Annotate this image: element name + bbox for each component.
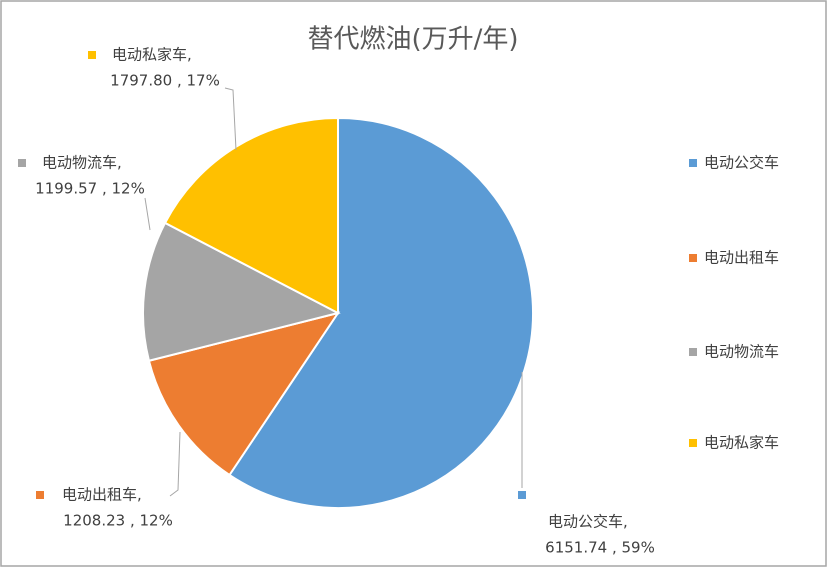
data-label-name: 电动物流车, [42,154,122,172]
legend-marker [689,348,697,356]
data-label-value: 1797.80 , 17% [110,72,220,90]
data-label-value: 6151.74 , 59% [545,539,655,557]
leader-line [224,87,237,151]
legend-marker [689,439,697,447]
pie-slice [163,116,339,315]
legend-label: 电动出租车 [704,249,779,267]
legend-marker [689,159,697,167]
legend-marker [689,254,697,262]
data-label-name: 电动公交车, [548,513,628,531]
legend-label: 电动公交车 [704,154,779,172]
data-label-name: 电动出租车, [62,486,142,504]
data-label-value: 1208.23 , 12% [63,512,173,530]
label-marker [18,159,26,167]
leader-line [144,197,151,231]
legend-label: 电动私家车 [704,434,779,452]
pie-slice [142,221,341,362]
pie-slice [228,116,534,509]
data-label-name: 电动私家车, [112,46,192,64]
legend-label: 电动物流车 [704,343,779,361]
chart-title: 替代燃油(万升/年) [307,25,518,55]
pie-slice [147,311,341,477]
leader-line [169,431,181,497]
label-marker [88,51,96,59]
label-marker [518,491,526,499]
data-label-value: 1199.57 , 12% [35,180,145,198]
label-marker [36,491,44,499]
